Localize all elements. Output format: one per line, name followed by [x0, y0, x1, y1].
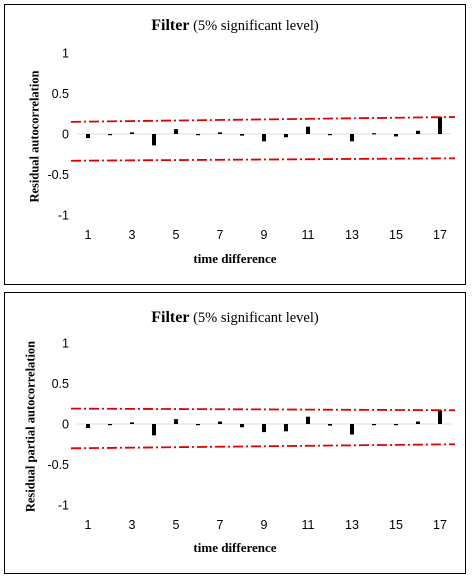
y-tick-label: 0	[62, 128, 69, 142]
bar-lag-17	[438, 116, 442, 134]
y-tick-label: 0.5	[52, 87, 69, 101]
acf-panel: Filter (5% significant level) Residual a…	[4, 4, 466, 285]
bar-lag-2	[108, 424, 112, 426]
bar-lag-16	[416, 130, 420, 134]
bar-lag-8	[240, 424, 244, 428]
bar-lag-14	[372, 424, 376, 426]
lower-confidence-bound	[70, 157, 456, 162]
y-tick-label: -1	[58, 499, 69, 513]
y-tick-label: -0.5	[47, 458, 69, 472]
bar-lag-6	[196, 134, 200, 136]
chart-subtitle: (5% significant level)	[193, 310, 319, 326]
x-tick-label: 9	[261, 518, 268, 532]
bar-lag-1	[86, 424, 90, 429]
pacf-panel: Filter (5% significant level) Residual p…	[4, 292, 466, 574]
bar-lag-1	[86, 134, 90, 139]
bar-lag-13	[350, 424, 354, 435]
bar-lag-17	[438, 410, 442, 424]
x-tick-label: 7	[217, 228, 224, 242]
chart-title: Filter (5% significant level)	[5, 17, 465, 35]
bar-lag-14	[372, 133, 376, 135]
pacf-chart: 10.50-0.5-11 3 5 7 9 11 13 15 17	[47, 337, 456, 532]
y-tick-label: 1	[62, 47, 69, 61]
bar-lag-5	[174, 419, 178, 424]
chart-title-main: Filter	[151, 17, 190, 34]
bar-lag-3	[130, 132, 134, 134]
x-tick-label: 5	[173, 228, 180, 242]
bar-lag-13	[350, 134, 354, 142]
x-tick-label: 3	[129, 228, 136, 242]
y-tick-label: 1	[62, 337, 69, 351]
x-tick-label: 13	[345, 228, 359, 242]
bar-lag-15	[394, 424, 398, 426]
bar-lag-11	[306, 126, 310, 134]
x-tick-label: 15	[389, 518, 403, 532]
bar-lag-9	[262, 424, 266, 433]
bar-lag-2	[108, 134, 112, 136]
bar-lag-4	[152, 134, 156, 146]
bar-lag-16	[416, 421, 420, 424]
bar-lag-7	[218, 132, 222, 134]
bar-lag-7	[218, 421, 222, 424]
bar-lag-4	[152, 424, 156, 436]
x-tick-label: 5	[173, 518, 180, 532]
x-tick-label: 3	[129, 518, 136, 532]
bar-lag-11	[306, 416, 310, 424]
acf-chart: 10.50-0.5-11 3 5 7 9 11 13 15 17	[47, 47, 456, 242]
upper-confidence-bound	[70, 407, 456, 412]
x-axis-label: time difference	[193, 251, 277, 266]
x-tick-label: 15	[389, 228, 403, 242]
y-tick-label: -1	[58, 209, 69, 223]
x-tick-label: 1	[85, 228, 92, 242]
chart-subtitle: (5% significant level)	[193, 18, 319, 34]
lower-confidence-bound	[70, 443, 456, 450]
x-tick-label: 1	[85, 518, 92, 532]
x-tick-label: 9	[261, 228, 268, 242]
bar-lag-8	[240, 134, 244, 136]
bar-lag-12	[328, 134, 332, 136]
y-tick-label: -0.5	[47, 168, 69, 182]
bar-lag-6	[196, 424, 200, 426]
x-tick-label: 13	[345, 518, 359, 532]
x-tick-label: 17	[433, 518, 447, 532]
chart-title-main: Filter	[151, 309, 190, 326]
y-tick-label: 0.5	[52, 377, 69, 391]
bar-lag-15	[394, 134, 398, 137]
x-tick-label: 7	[217, 518, 224, 532]
bar-lag-10	[284, 134, 288, 138]
chart-title: Filter (5% significant level)	[5, 309, 465, 327]
bar-lag-9	[262, 134, 266, 142]
upper-confidence-bound	[70, 116, 456, 123]
bar-lag-10	[284, 424, 288, 432]
x-tick-label: 11	[302, 518, 315, 532]
x-tick-label: 17	[433, 228, 447, 242]
bar-lag-12	[328, 424, 332, 426]
bar-lag-5	[174, 129, 178, 134]
x-axis-label: time difference	[193, 540, 277, 555]
bar-lag-3	[130, 422, 134, 424]
y-tick-label: 0	[62, 418, 69, 432]
x-tick-label: 11	[302, 228, 315, 242]
